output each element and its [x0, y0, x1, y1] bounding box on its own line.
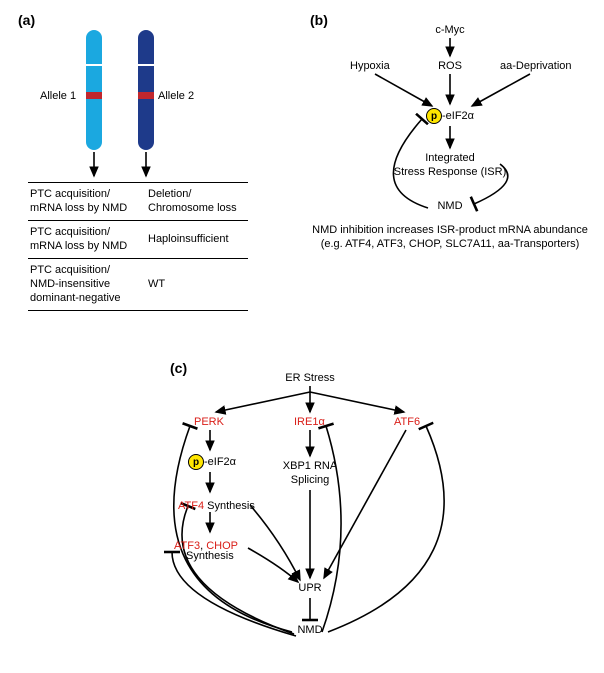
phospho-icon-c: p	[188, 454, 204, 470]
chromosome-allele2	[138, 30, 154, 150]
atf4-black: Synthesis	[204, 500, 255, 512]
nmd-node-b: NMD	[435, 200, 465, 212]
row3-right-l1: WT	[148, 278, 165, 290]
ire1a-node: IRE1α	[294, 416, 325, 428]
row2-left-l1: PTC acquisition/	[30, 226, 110, 238]
atf3-chop-black: Synthesis	[186, 550, 234, 562]
xbp1-l1: XBP1 RNA	[280, 460, 340, 472]
row1-left-l2: mRNA loss by NMD	[30, 202, 127, 214]
eif2a-label-b: -eIF2α	[442, 110, 474, 122]
allele1-label: Allele 1	[40, 90, 76, 102]
p-eif2a-node-c: p -eIF2α	[188, 454, 236, 470]
allele2-label: Allele 2	[158, 90, 194, 102]
phospho-icon-b: p	[426, 108, 442, 124]
aadep-node: aa-Deprivation	[500, 60, 572, 72]
row1-left-l1: PTC acquisition/	[30, 188, 110, 200]
atf6-node: ATF6	[394, 416, 420, 428]
ros-node: ROS	[435, 60, 465, 72]
hypoxia-node: Hypoxia	[350, 60, 390, 72]
caption-l1: NMD inhibition increases ISR-product mRN…	[300, 224, 600, 236]
caption-l2: (e.g. ATF4, ATF3, CHOP, SLC7A11, aa-Tran…	[300, 238, 600, 250]
row1-right-l1: Deletion/	[148, 188, 191, 200]
perk-node: PERK	[194, 416, 224, 428]
nmd-node-c: NMD	[295, 624, 325, 636]
isr-l1: Integrated	[400, 152, 500, 164]
row3-left-l3: dominant-negative	[30, 292, 121, 304]
upr-node: UPR	[295, 582, 325, 594]
p-eif2a-node-b: p -eIF2α	[426, 108, 474, 124]
eif2a-label-c: -eIF2α	[204, 456, 236, 468]
row2-left-l2: mRNA loss by NMD	[30, 240, 127, 252]
xbp1-l2: Splicing	[280, 474, 340, 486]
atf4-red: ATF4	[178, 500, 204, 512]
row3-left-l1: PTC acquisition/	[30, 264, 110, 276]
isr-l2: Stress Response (ISR)	[380, 166, 520, 178]
row1-right-l2: Chromosome loss	[148, 202, 237, 214]
chromosome-allele1	[86, 30, 102, 150]
panel-a: Allele 1 Allele 2 PTC acquisition/ mRNA …	[18, 12, 298, 342]
row3-left-l2: NMD-insensitive	[30, 278, 110, 290]
cmyc-node: c-Myc	[430, 24, 470, 36]
panel-c: ER Stress PERK IRE1α ATF6 p -eIF2α ATF4 …	[100, 360, 520, 670]
panel-b: c-Myc ROS Hypoxia aa-Deprivation p -eIF2…	[300, 12, 600, 312]
er-stress-node: ER Stress	[280, 372, 340, 384]
row2-right-l1: Haploinsufficient	[148, 233, 229, 245]
atf4-synthesis: ATF4 Synthesis	[178, 496, 255, 514]
